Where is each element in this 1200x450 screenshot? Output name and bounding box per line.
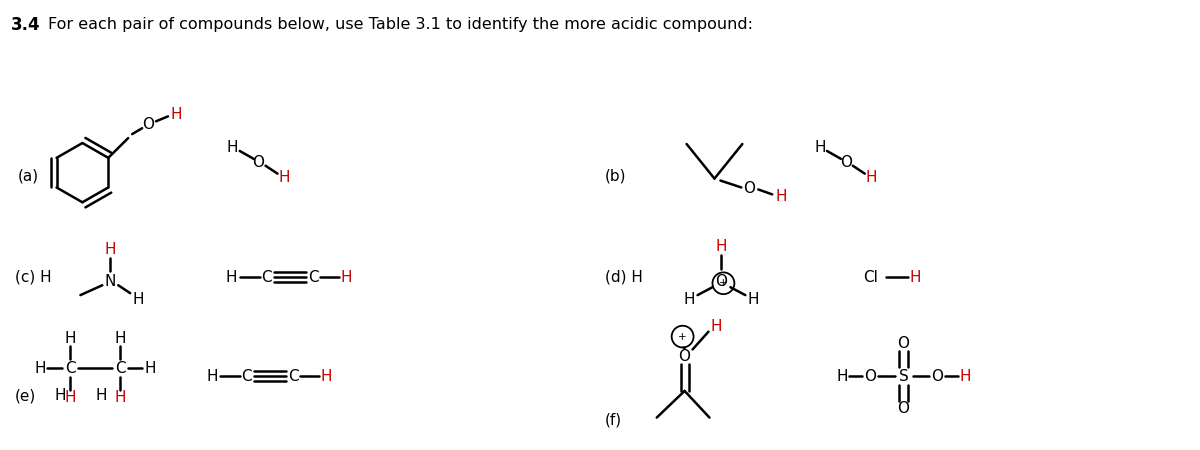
Text: C: C [262,270,272,285]
Text: 3.4: 3.4 [11,15,41,33]
Text: N: N [104,274,116,289]
Text: H: H [104,242,116,257]
Text: O: O [898,336,910,351]
Text: H: H [114,390,126,405]
Text: H: H [815,140,826,155]
Text: For each pair of compounds below, use Table 3.1 to identify the more acidic comp: For each pair of compounds below, use Ta… [48,17,752,32]
Text: H: H [65,331,77,346]
Text: H: H [748,292,760,306]
Text: O: O [715,274,727,289]
Text: +: + [719,278,727,288]
Text: H: H [684,292,695,306]
Text: H: H [35,361,47,376]
Text: +: + [678,332,686,342]
Text: H: H [320,369,332,383]
Text: O: O [931,369,943,383]
Text: O: O [840,155,852,170]
Text: O: O [864,369,876,383]
Text: H: H [170,107,181,122]
Text: H: H [910,270,922,285]
Text: H: H [114,331,126,346]
Text: C: C [288,369,299,383]
Text: H: H [54,388,66,403]
Text: H: H [132,292,144,306]
Text: H: H [226,270,238,285]
Text: H: H [95,388,107,403]
Text: (b): (b) [605,168,626,183]
Text: Cl: Cl [863,270,878,285]
Text: C: C [65,361,76,376]
Text: S: S [899,369,908,383]
Text: H: H [775,189,787,204]
Text: O: O [743,181,755,196]
Text: H: H [960,369,971,383]
Text: (e): (e) [14,388,36,403]
Text: H: H [227,140,239,155]
Text: (f): (f) [605,412,622,427]
Text: (a): (a) [18,168,38,183]
Text: H: H [836,369,847,383]
Text: (d) H: (d) H [605,270,643,285]
Text: H: H [710,319,722,334]
Text: H: H [715,239,727,254]
Text: C: C [308,270,319,285]
Text: H: H [144,361,156,376]
Text: H: H [866,170,877,185]
Text: H: H [206,369,217,383]
Text: C: C [115,361,126,376]
Text: O: O [679,349,691,364]
Text: O: O [142,117,154,132]
Text: C: C [241,369,252,383]
Text: H: H [278,170,290,185]
Text: O: O [252,155,264,170]
Text: (c) H: (c) H [14,270,52,285]
Text: H: H [341,270,352,285]
Text: H: H [65,390,77,405]
Text: O: O [898,401,910,416]
